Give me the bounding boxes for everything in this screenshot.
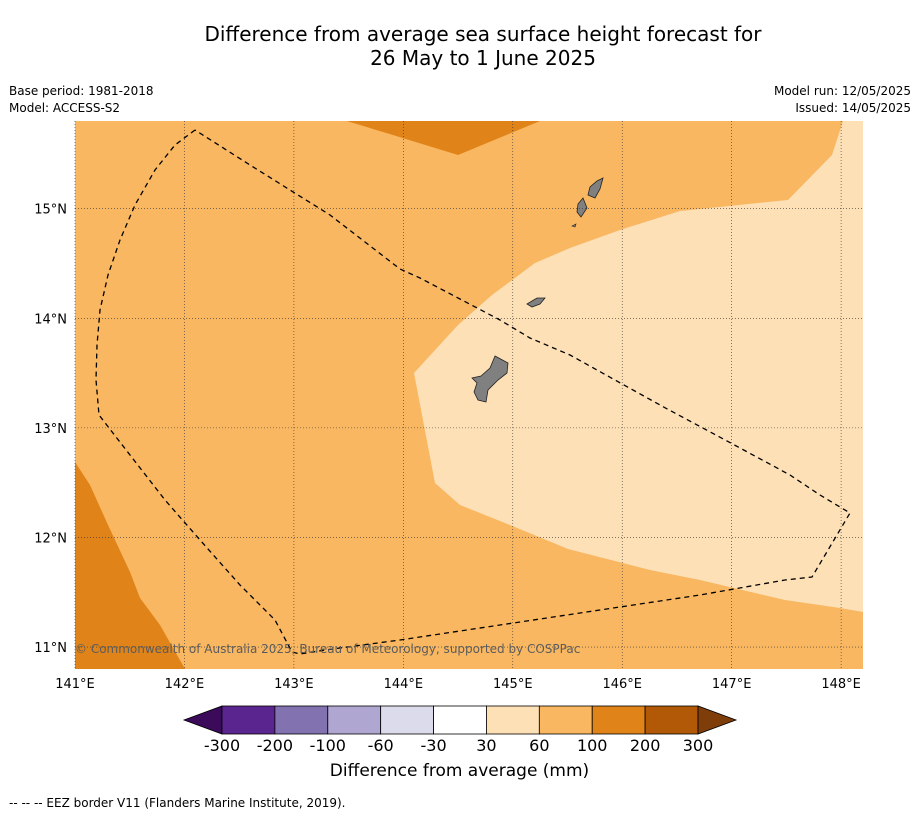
copyright-text: © Commonwealth of Australia 2025, Bureau… <box>75 642 580 656</box>
issued-date: Issued: 14/05/2025 <box>795 101 911 115</box>
colorbar <box>182 705 738 735</box>
lon-tick-label: 143°E <box>274 677 314 692</box>
rota-land <box>526 297 546 308</box>
colorbar-tick-label: -60 <box>368 736 394 755</box>
colorbar-segment <box>591 705 646 735</box>
colorbar-label: Difference from average (mm) <box>329 761 590 781</box>
colorbar-tick-label: 300 <box>683 736 714 755</box>
lon-tick-label: 147°E <box>712 677 752 692</box>
lat-tick-label: 14°N <box>34 312 67 327</box>
colorbar-tick-label: 100 <box>577 736 608 755</box>
colorbar-segment <box>327 705 382 735</box>
colorbar-tick-label: -100 <box>310 736 346 755</box>
meta-left: Base period: 1981-2018 Model: ACCESS-S2 <box>9 83 154 117</box>
guam-land <box>471 355 509 403</box>
colorbar-tick-label: -300 <box>204 736 240 755</box>
islands <box>471 177 604 403</box>
lat-tick-label: 15°N <box>34 203 67 218</box>
lon-tick-label: 144°E <box>384 677 424 692</box>
meta-right: Model run: 12/05/2025 Issued: 14/05/2025 <box>774 83 911 117</box>
colorbar-tick-label: 200 <box>630 736 661 755</box>
colorbar-segment <box>538 705 593 735</box>
lon-tick-label: 146°E <box>602 677 642 692</box>
map-title: Difference from average sea surface heig… <box>0 22 919 70</box>
colorbar-tick-label: -200 <box>257 736 293 755</box>
colorbar-extend-max <box>697 705 738 735</box>
lat-tick-labels: 11°N 12°N 13°N 14°N 15°N <box>34 203 67 656</box>
eez-border <box>95 129 851 655</box>
model-name: Model: ACCESS-S2 <box>9 101 121 115</box>
lon-tick-label: 148°E <box>821 677 861 692</box>
map-panel <box>74 121 863 669</box>
colorbar-segment <box>274 705 329 735</box>
colorbar-segment <box>644 705 699 735</box>
lon-tick-label: 141°E <box>55 677 95 692</box>
tinian-land <box>576 197 588 218</box>
lat-tick-label: 11°N <box>34 641 67 656</box>
colorbar-tick-labels: -300 -200 -100 -60 -30 30 60 100 200 300 <box>204 736 713 755</box>
lon-tick-label: 145°E <box>493 677 533 692</box>
base-period: Base period: 1981-2018 <box>9 84 154 98</box>
eez-legend-note: -- -- -- EEZ border V11 (Flanders Marine… <box>9 796 346 810</box>
colorbar-segment <box>221 705 276 735</box>
colorbar-segment <box>486 705 540 735</box>
colorbar-tick-label: 60 <box>529 736 549 755</box>
colorbar-segment <box>433 705 487 735</box>
saipan-land <box>587 177 604 199</box>
contour-100-200-southwest <box>75 462 185 669</box>
lon-tick-labels: 141°E 142°E 143°E 144°E 145°E 146°E 147°E 148°E <box>55 677 861 692</box>
contour-100-200-north <box>347 121 540 155</box>
title-line-1: Difference from average sea surface heig… <box>204 22 762 46</box>
lat-tick-label: 13°N <box>34 422 67 437</box>
model-run: Model run: 12/05/2025 <box>773 84 911 98</box>
colorbar-segment <box>380 705 434 735</box>
colorbar-tick-label: 30 <box>476 736 496 755</box>
contour-30-60-east <box>414 121 863 612</box>
lon-tick-label: 142°E <box>165 677 205 692</box>
colorbar-tick-label: -30 <box>420 736 446 755</box>
colorbar-extend-min <box>182 705 223 735</box>
graticule <box>74 121 863 669</box>
islet-land <box>571 223 577 228</box>
title-line-2: 26 May to 1 June 2025 <box>370 46 596 70</box>
lat-tick-label: 12°N <box>34 531 67 546</box>
